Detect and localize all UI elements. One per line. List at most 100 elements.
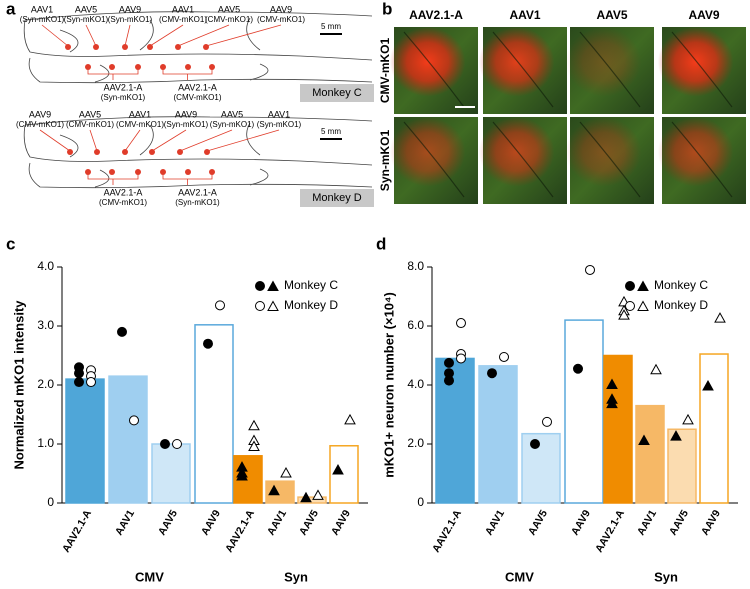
- row-header: Syn-mKO1: [378, 130, 392, 192]
- data-point: [714, 312, 726, 323]
- injection-site: [147, 44, 153, 50]
- injection-promoter: (Syn-mKO1): [108, 15, 153, 24]
- data-point: [585, 264, 595, 275]
- fluorescence: [657, 27, 734, 97]
- y-tick-label: 8.0: [407, 259, 424, 273]
- injection-site: [203, 44, 209, 50]
- leader-line: [124, 129, 141, 152]
- injection-promoter: (Syn-mKO1): [210, 120, 255, 129]
- bar: [297, 496, 327, 504]
- injection-site: [135, 169, 141, 175]
- data-point: [606, 378, 618, 389]
- injection-promoter: (CMV-mKO1): [205, 15, 253, 24]
- injection-site: [122, 44, 128, 50]
- injection-promoter: (Syn-mKO1): [164, 120, 209, 129]
- injection-promoter: (Syn-mKO1): [64, 15, 109, 24]
- injection-site: [160, 64, 166, 70]
- injection-promoter: (Syn-mKO1): [175, 198, 220, 207]
- x-tick-label: AAV5: [526, 508, 550, 538]
- monkey-name: Monkey D: [312, 192, 362, 204]
- injection-site: [109, 169, 115, 175]
- leader-line: [149, 24, 184, 47]
- leader-line: [41, 24, 69, 47]
- monkey-box: [300, 189, 374, 207]
- data-point: [117, 326, 127, 337]
- data-point: [638, 434, 650, 446]
- bar: [65, 378, 105, 504]
- monkey-box: [300, 84, 374, 102]
- x-tick-label: AAV9: [329, 508, 353, 538]
- bracket: [162, 68, 213, 80]
- injection-promoter: (Syn-mKO1): [20, 15, 65, 24]
- data-point: [444, 375, 454, 386]
- data-point: [606, 397, 618, 409]
- panel-label: d: [376, 234, 386, 253]
- data-point: [682, 413, 694, 425]
- data-point: [625, 281, 635, 291]
- injection-vector: AAV9: [119, 4, 141, 14]
- data-point: [172, 439, 182, 449]
- data-point: [267, 300, 279, 311]
- injection-site: [149, 149, 155, 155]
- bar: [233, 455, 263, 504]
- injection-promoter: (CMV-mKO1): [257, 15, 305, 24]
- injection-promoter: (CMV-mKO1): [174, 93, 222, 102]
- y-axis-label: Normalized mKO1 intensity: [11, 300, 26, 470]
- injection-site: [67, 149, 73, 155]
- data-point: [255, 281, 265, 291]
- leader-line: [89, 129, 98, 152]
- column-header: AAV2.1-A: [409, 8, 463, 22]
- x-tick-label: AAV9: [199, 508, 223, 538]
- y-tick-label: 4.0: [37, 259, 54, 273]
- injection-site: [175, 44, 181, 50]
- y-tick-label: 2.0: [37, 377, 54, 391]
- injection-promoter: (CMV-mKO1): [116, 120, 164, 129]
- group-label: Syn: [654, 569, 678, 584]
- data-point: [255, 301, 265, 311]
- leader-line: [205, 24, 282, 47]
- bracket: [162, 173, 213, 185]
- x-tick-label: AAV2.1-A: [593, 508, 627, 555]
- group-label: CMV: [135, 569, 164, 584]
- y-tick-label: 0: [47, 495, 54, 509]
- data-point: [236, 469, 248, 481]
- data-point: [487, 368, 497, 379]
- data-point: [215, 300, 225, 311]
- leader-line: [124, 24, 131, 47]
- data-point: [499, 351, 509, 362]
- bar: [435, 357, 475, 504]
- injection-promoter: (CMV-mKO1): [99, 198, 147, 207]
- y-tick-label: 4.0: [407, 377, 424, 391]
- injection-site: [177, 149, 183, 155]
- injection-vector: AAV5: [218, 4, 240, 14]
- data-point: [702, 379, 714, 391]
- leader-line: [151, 129, 187, 152]
- injection-promoter: (CMV-mKO1): [66, 120, 114, 129]
- bracket: [87, 173, 139, 185]
- bar: [635, 404, 665, 504]
- bar: [603, 354, 633, 504]
- injection-promoter: (CMV-mKO1): [16, 120, 64, 129]
- data-point: [129, 415, 139, 426]
- y-tick-label: 3.0: [37, 318, 54, 332]
- injection-vector: AAV2.1-A: [178, 187, 217, 197]
- injection-vector: AAV2.1-A: [178, 82, 217, 92]
- x-tick-label: AAV1: [113, 508, 137, 538]
- column-header: AAV9: [688, 8, 719, 22]
- data-point: [248, 440, 260, 451]
- data-point: [267, 280, 279, 291]
- data-point: [203, 338, 213, 349]
- column-header: AAV1: [509, 8, 540, 22]
- data-point: [573, 363, 583, 374]
- y-tick-label: 6.0: [407, 318, 424, 332]
- injection-vector: AAV5: [75, 4, 97, 14]
- leader-line: [179, 129, 233, 152]
- injection-vector: AAV5: [221, 109, 243, 119]
- injection-site: [185, 169, 191, 175]
- injection-vector: AAV9: [270, 4, 292, 14]
- sulcus: [671, 121, 733, 198]
- injection-site: [204, 149, 210, 155]
- bar: [699, 353, 729, 504]
- y-axis-label: mKO1+ neuron number (×10⁴): [381, 292, 396, 478]
